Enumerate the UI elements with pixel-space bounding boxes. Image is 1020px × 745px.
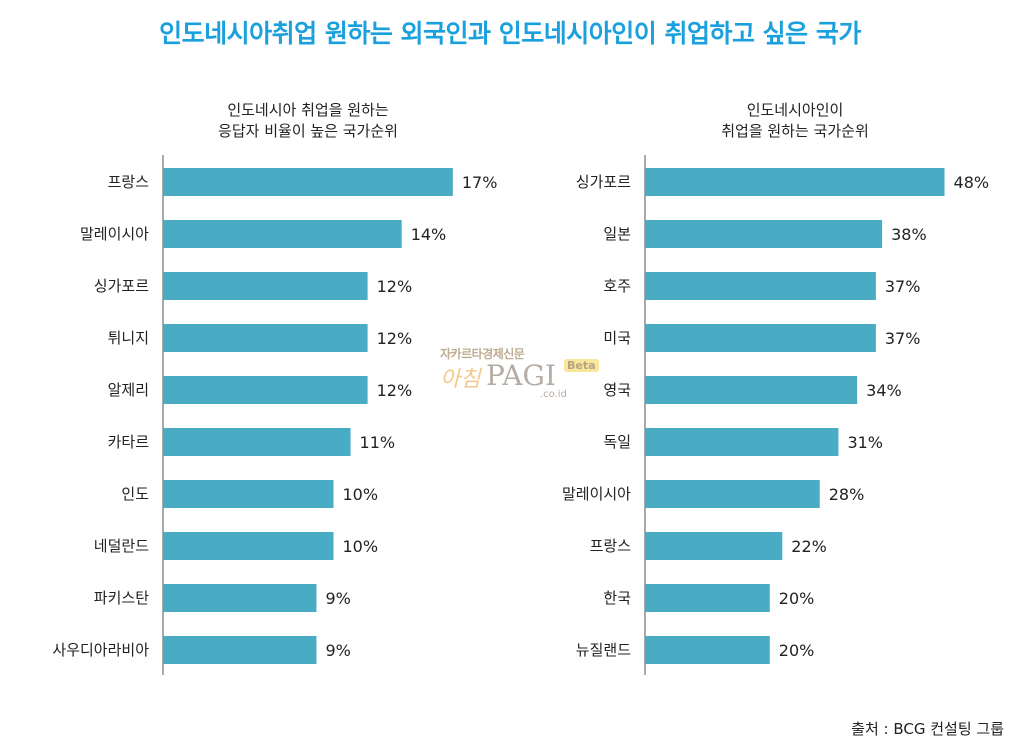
chart-1-category-label: 영국	[603, 381, 631, 399]
chart-1-bar	[645, 220, 883, 248]
chart-0-category-label: 사우디아라비아	[52, 641, 149, 659]
chart-1-category-label: 뉴질랜드	[576, 641, 631, 659]
chart-1-bar	[645, 168, 945, 196]
chart-1-category-label: 독일	[603, 433, 631, 451]
chart-0-bar	[163, 480, 334, 508]
source-note: 출처 : BCG 컨설팅 그룹	[851, 720, 1004, 738]
chart-0-value-label: 17%	[462, 173, 498, 192]
page-title: 인도네시아취업 원하는 외국인과 인도네시아인이 취업하고 싶은 국가	[159, 19, 861, 48]
chart-1-value-label: 37%	[885, 329, 921, 348]
chart-0-bar	[163, 168, 453, 196]
chart-0-category-label: 네덜란드	[94, 537, 149, 555]
chart-1-category-label: 일본	[603, 225, 631, 243]
watermark-top-text: 자카르타경제신문	[440, 347, 525, 361]
chart-1-bar	[645, 480, 820, 508]
chart-0-value-label: 14%	[411, 225, 447, 244]
watermark-p-text: PAGI	[486, 359, 556, 392]
chart-1-value-label: 22%	[791, 537, 827, 556]
chart-0-category-label: 튀니지	[108, 329, 149, 347]
chart-0-category-label: 인도	[121, 485, 149, 503]
chart-1-bar	[645, 584, 770, 612]
chart-1-value-label: 20%	[779, 641, 815, 660]
chart-1-bar	[645, 376, 858, 404]
chart-0-bar	[163, 272, 368, 300]
chart-1-value-label: 37%	[885, 277, 921, 296]
chart-1-category-label: 프랑스	[590, 537, 632, 555]
chart-0-bar	[163, 220, 402, 248]
chart-0-category-label: 카타르	[108, 433, 150, 451]
chart-1-value-label: 31%	[847, 433, 883, 452]
chart-0-value-label: 10%	[343, 537, 379, 556]
chart-1-bar	[645, 272, 876, 300]
chart-1-value-label: 38%	[891, 225, 927, 244]
chart-1-value-label: 28%	[829, 485, 865, 504]
left-chart-title: 인도네시아 취업을 원하는 응답자 비율이 높은 국가순위	[218, 101, 398, 140]
chart-1-category-label: 한국	[603, 589, 631, 607]
chart-1-category-label: 미국	[603, 329, 631, 347]
chart-1-bar	[645, 428, 839, 456]
chart-1-category-label: 싱가포르	[576, 173, 631, 191]
chart-0-category-label: 말레이시아	[80, 225, 149, 243]
chart-0-bar	[163, 376, 368, 404]
chart-0-category-label: 알제리	[108, 381, 149, 399]
chart-0-value-label: 10%	[343, 485, 379, 504]
watermark-a-text: 아침	[440, 367, 481, 392]
chart-0-value-label: 12%	[377, 277, 413, 296]
chart-0-value-label: 9%	[325, 641, 350, 660]
chart-0-value-label: 12%	[377, 381, 413, 400]
chart-1-category-label: 호주	[603, 277, 631, 295]
watermark-beta-badge: Beta	[564, 359, 599, 372]
chart-1-value-label: 48%	[954, 173, 990, 192]
chart-0-bar	[163, 584, 317, 612]
chart-0-category-label: 싱가포르	[94, 277, 149, 295]
chart-0-value-label: 9%	[325, 589, 350, 608]
chart-1-value-label: 34%	[866, 381, 902, 400]
chart-0-value-label: 11%	[360, 433, 396, 452]
chart-1-bar	[645, 324, 876, 352]
right-chart-title: 인도네시아인이 취업을 원하는 국가순위	[721, 101, 869, 140]
chart-0-category-label: 파키스탄	[94, 589, 149, 607]
chart-0-bar	[163, 532, 334, 560]
chart-1-bar	[645, 636, 770, 664]
chart-1-value-label: 20%	[779, 589, 815, 608]
chart-0-bar	[163, 636, 317, 664]
chart-1-category-label: 말레이시아	[562, 485, 631, 503]
chart-0-bar	[163, 428, 351, 456]
chart-1-bar	[645, 532, 783, 560]
chart-0-category-label: 프랑스	[108, 173, 150, 191]
chart-0-bar	[163, 324, 368, 352]
watermark-logo: 자카르타경제신문 아침 PAGI Beta .co.id	[440, 345, 599, 405]
chart-0-value-label: 12%	[377, 329, 413, 348]
watermark-domain-text: .co.id	[540, 389, 567, 400]
